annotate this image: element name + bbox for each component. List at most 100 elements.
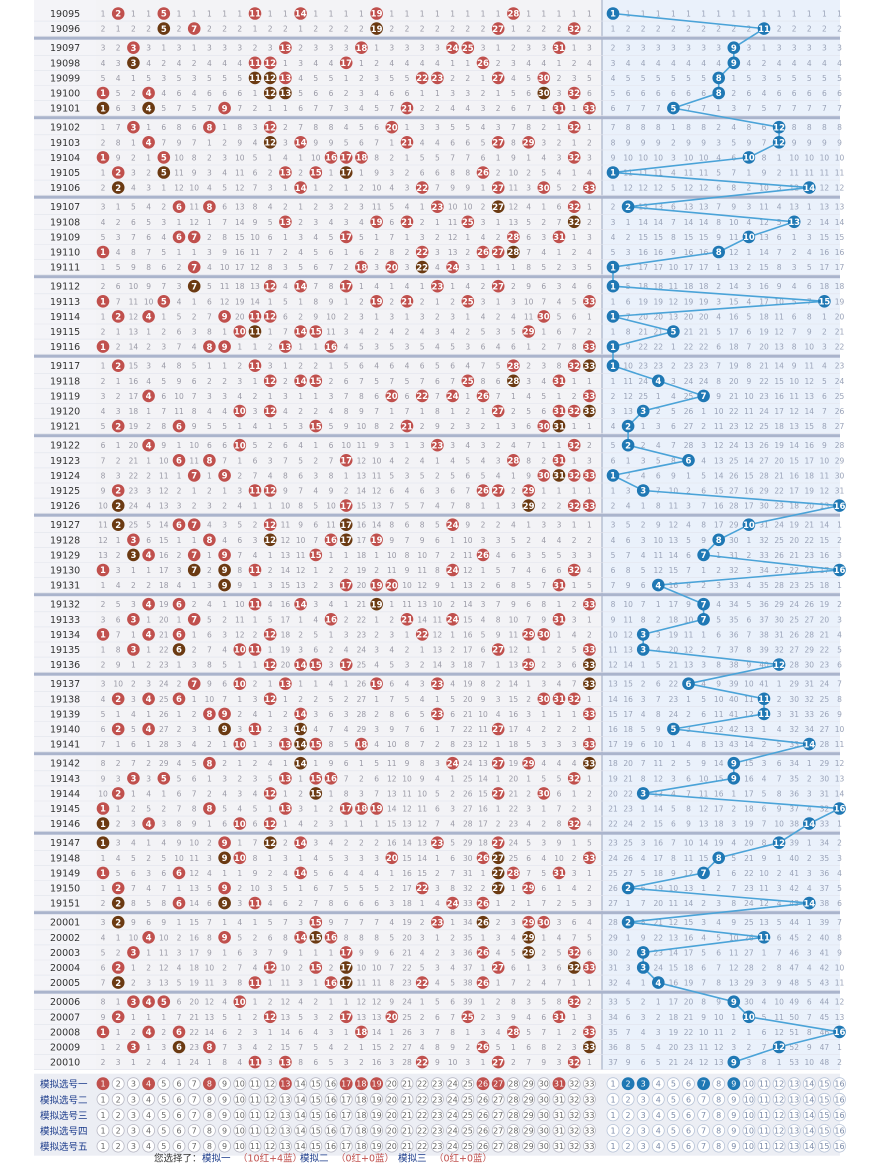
footer-sim-link[interactable]: 模拟二 (300, 1153, 329, 1165)
red-omission: 4 (435, 59, 440, 68)
red-omission: 7 (526, 615, 531, 624)
red-omission: 4 (161, 89, 166, 98)
red-omission: 29 (463, 839, 473, 848)
red-omission: 2 (116, 1043, 121, 1052)
red-ball (507, 866, 520, 880)
red-omission: 9 (435, 1058, 440, 1067)
red-omission: 10 (129, 282, 139, 291)
group-separator (34, 36, 840, 40)
group-separator (34, 752, 840, 756)
red-omission: 1 (420, 282, 425, 291)
blue-omission: 10 (759, 869, 769, 878)
red-omission: 18 (235, 282, 245, 291)
red-omission: 2 (481, 89, 486, 98)
red-ball (476, 166, 490, 179)
red-omission: 2 (161, 805, 166, 814)
red-omission: 4 (207, 407, 212, 416)
red-omission: 4 (237, 502, 242, 511)
red-ball-number: 19 (371, 10, 383, 20)
red-omission: 2 (587, 218, 592, 227)
red-omission: 5 (268, 218, 273, 227)
red-omission: 23 (463, 740, 473, 749)
sim-blue-number: 1 (610, 1095, 615, 1104)
red-ball (157, 22, 171, 35)
red-omission: 4 (268, 203, 273, 212)
red-ball-number: 6 (176, 899, 182, 909)
red-omission: 2 (283, 839, 288, 848)
red-omission: 6 (177, 998, 182, 1007)
blue-omission: 15 (774, 377, 784, 386)
red-ball-number: 13 (279, 680, 291, 690)
red-omission: 3 (101, 392, 106, 401)
red-omission: 17 (402, 884, 412, 893)
red-ball (279, 41, 292, 54)
blue-omission: 3 (807, 233, 812, 242)
blue-omission: 5 (762, 789, 767, 798)
red-omission: 2 (253, 104, 258, 113)
footer-sim-link[interactable]: 模拟三 (398, 1153, 427, 1165)
blue-omission: 16 (608, 725, 618, 734)
red-omission: 1 (587, 869, 592, 878)
red-omission: 1 (389, 138, 394, 147)
blue-omission: 40 (820, 933, 830, 942)
red-omission: 9 (192, 422, 197, 431)
sim-blue-number: 7 (701, 1111, 706, 1120)
red-ball (583, 181, 596, 194)
red-ball-number: 4 (146, 441, 152, 451)
blue-omission: 38 (789, 820, 799, 829)
blue-omission: 5 (822, 74, 827, 83)
blue-omission: 4 (807, 884, 812, 893)
red-omission: 10 (311, 153, 321, 162)
sim-red-number: 17 (341, 1142, 351, 1151)
blue-omission: 21 (789, 551, 799, 560)
red-omission: 9 (161, 918, 166, 927)
blue-omission: 6 (731, 869, 736, 878)
red-omission: 26 (357, 680, 367, 689)
blue-omission: 12 (714, 725, 724, 734)
red-omission: 5 (405, 377, 410, 386)
red-omission: 2 (313, 407, 318, 416)
red-omission: 24 (189, 1058, 199, 1067)
red-ball-number: 31 (553, 472, 565, 482)
red-omission: 5 (253, 153, 258, 162)
red-omission: 1 (481, 184, 486, 193)
red-omission: 3 (450, 441, 455, 450)
footer-sim-link[interactable]: 模拟一 (202, 1153, 231, 1165)
blue-omission: 10 (654, 536, 664, 545)
red-omission: 28 (357, 710, 367, 719)
blue-omission: 26 (623, 854, 633, 863)
blue-omission: 37 (729, 646, 739, 655)
red-omission: 1 (389, 10, 394, 19)
red-omission: 8 (526, 456, 531, 465)
sim-red-number: 17 (341, 1095, 351, 1104)
red-ball-number: 4 (146, 392, 152, 402)
sim-blue-number: 13 (789, 1142, 799, 1151)
red-omission: 1 (116, 25, 121, 34)
red-omission: 15 (387, 820, 397, 829)
red-omission: 4 (237, 59, 242, 68)
red-ball-number: 17 (340, 661, 352, 671)
red-ball-number: 12 (264, 139, 276, 149)
blue-omission: 15 (835, 233, 845, 242)
blue-omission: 23 (654, 362, 664, 371)
blue-omission: 11 (714, 422, 724, 431)
red-omission: 7 (541, 1028, 546, 1037)
blue-omission: 3 (686, 44, 691, 53)
red-omission: 1 (298, 392, 303, 401)
blue-omission: 33 (820, 820, 830, 829)
blue-omission: 18 (729, 343, 739, 352)
red-omission: 3 (374, 343, 379, 352)
blue-omission: 4 (777, 725, 782, 734)
red-omission: 14 (509, 680, 519, 689)
blue-omission: 8 (792, 123, 797, 132)
sim-red-number: 19 (372, 1142, 382, 1151)
red-ball-number: 10 (234, 441, 246, 451)
red-ball (172, 692, 186, 706)
sim-blue-number: 2 (626, 1095, 631, 1104)
red-ball (203, 756, 216, 770)
blue-omission: 10 (820, 153, 830, 162)
red-omission: 8 (435, 407, 440, 416)
red-ball-number: 4 (146, 89, 152, 99)
red-omission: 1 (192, 297, 197, 306)
blue-omission: 2 (731, 1028, 736, 1037)
